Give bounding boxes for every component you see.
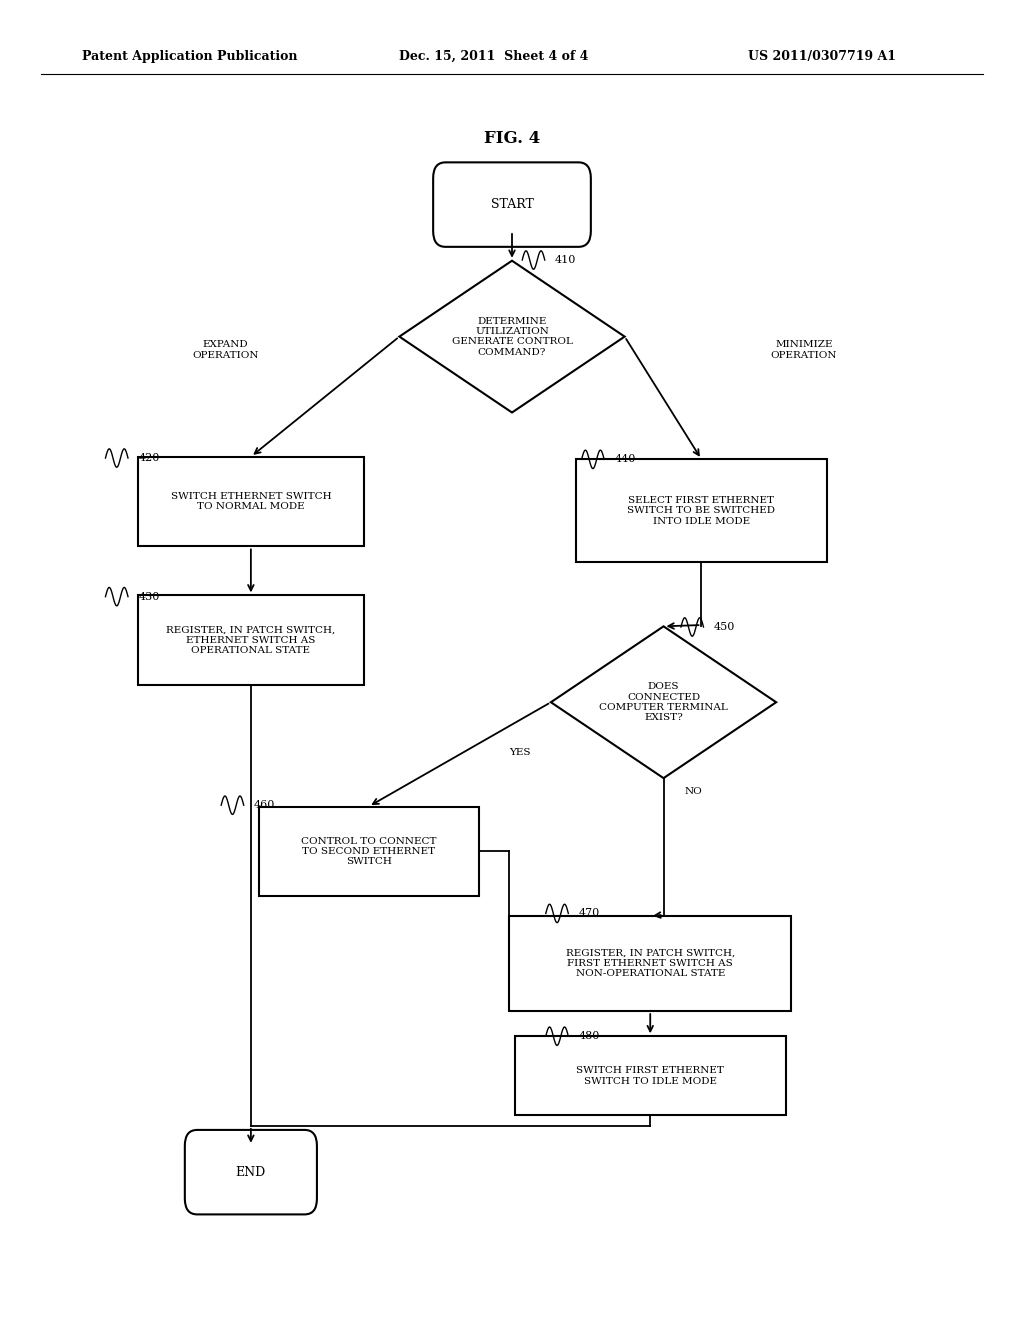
Text: FIG. 4: FIG. 4 [484,131,540,147]
Bar [514,1036,786,1115]
Text: END: END [236,1166,266,1179]
Bar [258,807,479,896]
Polygon shape [551,626,776,777]
Text: Dec. 15, 2011  Sheet 4 of 4: Dec. 15, 2011 Sheet 4 of 4 [399,50,589,63]
Text: NO: NO [684,788,701,796]
Text: YES: YES [510,748,530,756]
Text: 440: 440 [614,454,636,465]
Bar [138,595,364,685]
Bar [138,457,364,546]
Text: 420: 420 [138,453,160,463]
Text: SWITCH ETHERNET SWITCH
TO NORMAL MODE: SWITCH ETHERNET SWITCH TO NORMAL MODE [171,492,331,511]
Text: 480: 480 [579,1031,600,1041]
Text: 410: 410 [555,255,577,265]
Text: 450: 450 [714,622,735,632]
Polygon shape [399,261,625,412]
FancyBboxPatch shape [433,162,591,247]
Text: SWITCH FIRST ETHERNET
SWITCH TO IDLE MODE: SWITCH FIRST ETHERNET SWITCH TO IDLE MOD… [577,1067,724,1085]
Text: 460: 460 [254,800,275,810]
Bar [510,916,791,1011]
Bar [575,459,827,562]
Text: 470: 470 [579,908,600,919]
Text: DETERMINE
UTILIZATION
GENERATE CONTROL
COMMAND?: DETERMINE UTILIZATION GENERATE CONTROL C… [452,317,572,356]
Text: EXPAND
OPERATION: EXPAND OPERATION [193,341,258,359]
FancyBboxPatch shape [184,1130,317,1214]
Text: START: START [490,198,534,211]
Text: 430: 430 [138,591,160,602]
Text: Patent Application Publication: Patent Application Publication [82,50,297,63]
Text: MINIMIZE
OPERATION: MINIMIZE OPERATION [771,341,837,359]
Text: REGISTER, IN PATCH SWITCH,
ETHERNET SWITCH AS
OPERATIONAL STATE: REGISTER, IN PATCH SWITCH, ETHERNET SWIT… [166,626,336,655]
Text: US 2011/0307719 A1: US 2011/0307719 A1 [748,50,896,63]
Text: SELECT FIRST ETHERNET
SWITCH TO BE SWITCHED
INTO IDLE MODE: SELECT FIRST ETHERNET SWITCH TO BE SWITC… [628,496,775,525]
Text: REGISTER, IN PATCH SWITCH,
FIRST ETHERNET SWITCH AS
NON-OPERATIONAL STATE: REGISTER, IN PATCH SWITCH, FIRST ETHERNE… [565,949,735,978]
Text: DOES
CONNECTED
COMPUTER TERMINAL
EXIST?: DOES CONNECTED COMPUTER TERMINAL EXIST? [599,682,728,722]
Text: CONTROL TO CONNECT
TO SECOND ETHERNET
SWITCH: CONTROL TO CONNECT TO SECOND ETHERNET SW… [301,837,436,866]
